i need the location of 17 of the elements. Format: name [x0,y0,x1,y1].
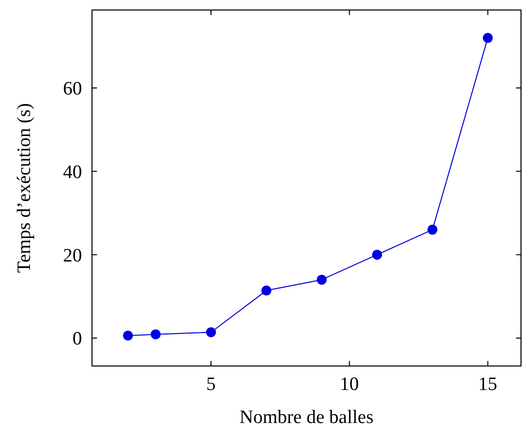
point [122,330,133,341]
x-tick-label: 15 [478,374,498,395]
y-tick-label: 60 [63,78,82,100]
y-axis-title: Temps d’exécution (s) [14,103,35,273]
y-tick-label: 40 [63,162,82,183]
x-axis-title: Nombre de balles [239,407,374,428]
x-tick-label: 5 [206,374,216,395]
y-tick-label: 20 [63,245,82,266]
point [206,327,216,338]
point [150,329,161,340]
point [482,32,493,43]
x-tick-label: 10 [340,374,359,395]
point [261,286,272,296]
point [316,274,327,285]
y-tick-label: 0 [72,328,82,350]
point [372,250,382,260]
point [427,224,438,235]
